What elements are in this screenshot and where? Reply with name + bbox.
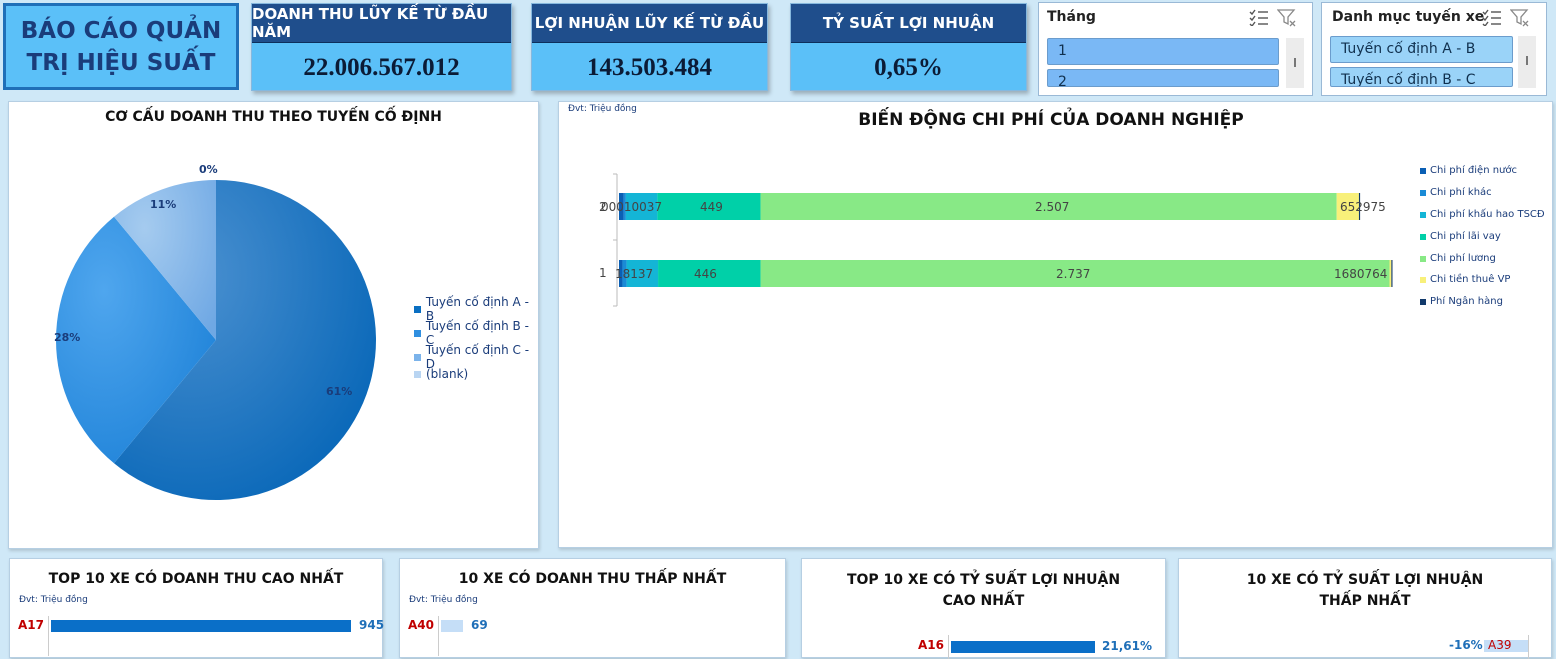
pie-legend-blank: (blank) xyxy=(414,367,468,381)
low-revenue-panel: 10 XE CÓ DOANH THU THẤP NHẤT Đvt: Triệu … xyxy=(399,558,786,658)
cost-bar-row1-series4 xyxy=(760,260,1390,287)
top-revenue-bar xyxy=(51,620,351,632)
month-option-2[interactable]: 2 xyxy=(1047,69,1279,87)
low-margin-panel: 10 XE CÓ TỶ SUẤT LỢI NHUẬN THẤP NHẤT -16… xyxy=(1178,558,1552,659)
top-revenue-unit: Đvt: Triệu đồng xyxy=(19,595,88,605)
revenue-structure-panel: CƠ CẤU DOANH THU THEO TUYẾN CỐ ĐỊNH 0% 1… xyxy=(8,101,539,549)
cost-bar-row2-series4 xyxy=(760,193,1337,220)
top-revenue-value: 945 xyxy=(359,618,385,632)
top-margin-bar-label: A16 xyxy=(918,638,944,652)
cost-bar-row1-series3 xyxy=(658,260,761,287)
cost-bar-row2-series2 xyxy=(625,193,658,220)
report-title: BÁO CÁO QUẢN TRỊ HIỆU SUẤT xyxy=(3,3,239,90)
route-slicer: Danh mục tuyến xe Tuyến cố định A - B Tu… xyxy=(1321,2,1547,96)
cost-chart-title: BIẾN ĐỘNG CHI PHÍ CỦA DOANH NGHIỆP xyxy=(858,110,1244,130)
pie-legend-cd: Tuyến cố định C - D xyxy=(414,343,538,371)
cost-bar-row2-series1 xyxy=(623,193,626,220)
row2-luong-label: 2.507 xyxy=(1035,200,1069,214)
top-revenue-title: TOP 10 XE CÓ DOANH THU CAO NHẤT xyxy=(48,571,344,587)
cost-unit-label: Đvt: Triệu đồng xyxy=(568,104,637,114)
kpi-value-revenue: 22.006.567.012 xyxy=(303,54,460,81)
pie-label-blank: 0% xyxy=(199,163,218,176)
kpi-card-margin: TỶ SUẤT LỢI NHUẬN 0,65% xyxy=(790,3,1027,91)
kpi-card-profit: LỢI NHUẬN LŨY KẾ TỪ ĐẦU 143.503.484 xyxy=(531,3,768,91)
cost-legend-thue-vp: Chi tiền thuê VP xyxy=(1420,274,1510,285)
category-label-2: 2 xyxy=(599,200,607,214)
month-option-1[interactable]: 1 xyxy=(1047,38,1279,65)
low-revenue-bar-label: A40 xyxy=(408,618,434,632)
cost-variation-panel: Đvt: Triệu đồng BIẾN ĐỘNG CHI PHÍ CỦA DO… xyxy=(558,101,1553,548)
cost-legend-luong: Chi phí lương xyxy=(1420,253,1496,264)
row1-luong-label: 2.737 xyxy=(1056,267,1090,281)
pie-label-b: 28% xyxy=(54,331,80,344)
clear-filter-icon[interactable] xyxy=(1510,8,1530,28)
pie-slice-bc xyxy=(56,216,216,464)
cost-stacked-bar-chart: 2 1 00010037 449 2.507 652975 18137 446 … xyxy=(599,173,1393,307)
multi-select-icon[interactable] xyxy=(1249,8,1269,26)
kpi-label-profit: LỢI NHUẬN LŨY KẾ TỪ ĐẦU xyxy=(532,4,767,43)
top-margin-panel: TOP 10 XE CÓ TỶ SUẤT LỢI NHUẬN CAO NHẤT … xyxy=(801,558,1166,659)
top-margin-title-1: TOP 10 XE CÓ TỶ SUẤT LỢI NHUẬN xyxy=(846,572,1121,588)
pie-legend-bc: Tuyến cố định B - C xyxy=(414,319,538,347)
low-margin-value: -16% xyxy=(1449,638,1483,652)
cost-bar-row2-series5 xyxy=(1336,193,1359,220)
pie-slice-ab xyxy=(114,180,377,500)
cost-legend-dien-nuoc: Chi phí điện nước xyxy=(1420,165,1517,176)
low-revenue-bar xyxy=(441,620,463,632)
category-label-1: 1 xyxy=(599,266,607,280)
cost-bar-row1-series1 xyxy=(622,260,627,287)
row2-thue-label: 652975 xyxy=(1340,200,1386,214)
kpi-label-revenue: DOANH THU LŨY KẾ TỪ ĐẦU NĂM xyxy=(252,4,511,43)
row1-small-labels: 18137 xyxy=(615,267,653,281)
month-slicer: Tháng 1 2 xyxy=(1038,2,1313,96)
month-slicer-title: Tháng xyxy=(1047,9,1096,25)
kpi-value-margin: 0,65% xyxy=(874,54,943,81)
route-option-ab[interactable]: Tuyến cố định A - B xyxy=(1330,36,1513,63)
route-slicer-title: Danh mục tuyến xe xyxy=(1332,9,1485,25)
route-slicer-scrollbar[interactable] xyxy=(1518,36,1536,88)
pie-chart: 0% 11% 28% 61% xyxy=(54,163,377,500)
cost-bar-row1-series0 xyxy=(619,260,623,287)
kpi-value-profit: 143.503.484 xyxy=(587,54,712,81)
clear-filter-icon[interactable] xyxy=(1277,8,1297,28)
pie-legend-ab: Tuyến cố định A - B xyxy=(414,295,538,323)
cost-bar-row1-series6 xyxy=(1391,260,1393,287)
cost-bar-row1-series5 xyxy=(1389,260,1392,287)
low-revenue-value: 69 xyxy=(471,618,488,632)
low-margin-title-1: 10 XE CÓ TỶ SUẤT LỢI NHUẬN xyxy=(1246,572,1484,588)
row1-thue-label: 1680764 xyxy=(1334,267,1387,281)
pie-label-c: 11% xyxy=(150,198,176,211)
cost-bar-row1-series2 xyxy=(626,260,659,287)
pie-slice-cd xyxy=(114,180,216,340)
cost-legend-khac: Chi phí khác xyxy=(1420,187,1492,198)
low-revenue-unit: Đvt: Triệu đồng xyxy=(409,595,478,605)
cost-bar-row2-series0 xyxy=(619,193,624,220)
top-margin-bar xyxy=(951,641,1095,653)
top-revenue-bar-label: A17 xyxy=(18,618,44,632)
cost-bar-row2-series3 xyxy=(657,193,761,220)
multi-select-icon[interactable] xyxy=(1482,8,1502,26)
low-margin-title-2: THẤP NHẤT xyxy=(1319,593,1411,609)
row2-small-labels: 00010037 xyxy=(601,200,662,214)
pie-chart-title: CƠ CẤU DOANH THU THEO TUYẾN CỐ ĐỊNH xyxy=(105,109,442,125)
top-margin-title-2: CAO NHẤT xyxy=(942,593,1025,609)
cost-bar-row2-series6 xyxy=(1358,193,1361,220)
kpi-label-margin: TỶ SUẤT LỢI NHUẬN xyxy=(791,4,1026,43)
top-revenue-panel: TOP 10 XE CÓ DOANH THU CAO NHẤT Đvt: Tri… xyxy=(9,558,385,658)
top-margin-value: 21,61% xyxy=(1102,639,1152,653)
cost-legend-lai-vay: Chi phí lãi vay xyxy=(1420,231,1501,242)
kpi-card-revenue: DOANH THU LŨY KẾ TỪ ĐẦU NĂM 22.006.567.0… xyxy=(251,3,512,91)
row1-lai-vay-label: 446 xyxy=(694,267,717,281)
route-option-bc[interactable]: Tuyến cố định B - C xyxy=(1330,67,1513,87)
cost-legend-khau-hao: Chi phí khấu hao TSCĐ xyxy=(1420,209,1545,220)
month-slicer-scrollbar[interactable] xyxy=(1286,38,1304,88)
pie-label-a: 61% xyxy=(326,385,352,398)
low-revenue-title: 10 XE CÓ DOANH THU THẤP NHẤT xyxy=(458,571,727,587)
cost-legend-ngan-hang: Phí Ngân hàng xyxy=(1420,296,1503,307)
row2-lai-vay-label: 449 xyxy=(700,200,723,214)
low-margin-bar-label: A39 xyxy=(1488,638,1512,652)
